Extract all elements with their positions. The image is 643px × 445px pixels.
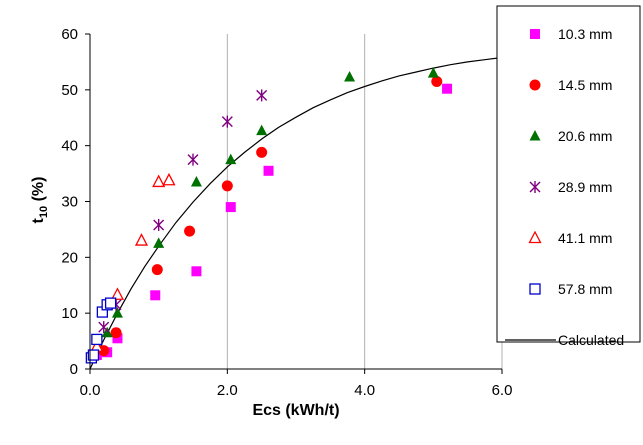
y-tick-label: 40 <box>61 138 78 155</box>
data-point-series-3 <box>427 67 439 78</box>
legend-label: 10.3 mm <box>558 26 612 42</box>
legend-marker <box>529 79 541 91</box>
data-point-series-4 <box>187 153 199 166</box>
legend-marker <box>528 230 542 244</box>
data-point-series-6 <box>91 333 103 346</box>
legend-label: 28.9 mm <box>558 179 612 195</box>
x-axis-title: Ecs (kWh/t) <box>252 402 339 419</box>
data-points-layer <box>85 67 453 364</box>
legend-item: 20.6 mm <box>529 128 612 144</box>
data-point-series-3 <box>344 70 356 82</box>
y-tick-label: 30 <box>61 194 78 211</box>
legend-item: 41.1 mm <box>528 230 612 246</box>
data-point-series-2 <box>110 327 122 339</box>
data-point-series-1 <box>442 83 453 94</box>
data-point-series-2 <box>431 75 443 87</box>
x-tick-label: 4.0 <box>354 382 375 399</box>
legend-item: 14.5 mm <box>529 77 612 93</box>
data-point-series-6 <box>104 297 117 309</box>
data-point-series-3 <box>225 153 237 165</box>
legend-marker <box>529 130 541 141</box>
data-point-series-4 <box>98 321 110 334</box>
data-point-series-4 <box>153 218 165 231</box>
data-point-series-3 <box>101 326 113 338</box>
data-point-series-1 <box>112 333 123 344</box>
data-point-series-1 <box>191 266 202 277</box>
data-point-series-2 <box>151 264 163 276</box>
legend-marker <box>529 283 541 295</box>
data-point-series-1 <box>150 290 161 301</box>
legend-marker <box>530 29 540 39</box>
x-tick-label: 6.0 <box>492 382 513 399</box>
legend-marker <box>529 181 541 193</box>
data-point-series-4 <box>221 115 233 128</box>
data-point-series-4 <box>256 89 268 102</box>
data-point-series-1 <box>225 202 236 213</box>
legend-item: 57.8 mm <box>529 281 612 297</box>
y-tick-label: 20 <box>61 249 78 266</box>
y-tick-label: 10 <box>61 305 78 322</box>
data-point-series-2 <box>184 225 196 237</box>
data-point-series-3 <box>111 307 123 318</box>
x-tick-label: 0.0 <box>80 382 101 399</box>
y-axis-title-subscript: 10 <box>38 206 50 218</box>
legend-label: 41.1 mm <box>558 230 612 246</box>
y-axis-title-unit: (%) <box>30 177 47 206</box>
y-tick-label: 0 <box>70 361 78 378</box>
data-point-series-5 <box>152 174 166 188</box>
y-tick-labels: 0 10 20 30 40 50 60 <box>61 26 78 378</box>
legend-item-calculated: Calculated <box>505 332 624 348</box>
calculated-curve-layer <box>89 56 503 370</box>
x-tick-labels: 0.0 2.0 4.0 6.0 <box>80 382 513 399</box>
data-point-series-5 <box>162 172 176 186</box>
data-point-series-3 <box>190 175 202 187</box>
legend-label: 14.5 mm <box>558 77 612 93</box>
data-point-series-3 <box>256 124 268 136</box>
data-point-series-6 <box>87 349 100 361</box>
axes <box>85 33 503 374</box>
legend-label: 20.6 mm <box>558 128 612 144</box>
legend-item: 28.9 mm <box>529 179 612 195</box>
data-point-series-1 <box>263 165 274 176</box>
data-point-series-5 <box>134 233 149 246</box>
y-axis-title: t10 (%) <box>30 177 50 224</box>
calculated-curve <box>89 56 503 370</box>
y-tick-label: 50 <box>61 82 78 99</box>
legend: 10.3 mm 14.5 mm 20.6 mm 28.9 mm 41.1 mm 57.8 … <box>505 26 624 348</box>
legend-label: 57.8 mm <box>558 281 612 297</box>
y-tick-label: 60 <box>61 26 78 43</box>
y-axis-title-main: t <box>30 217 47 223</box>
plot-area <box>90 34 502 369</box>
data-point-series-5 <box>110 287 125 300</box>
data-point-series-3 <box>153 237 165 248</box>
data-point-series-2 <box>256 146 268 158</box>
legend-label: Calculated <box>558 332 624 348</box>
data-point-series-2 <box>221 180 233 192</box>
legend-box <box>496 5 641 343</box>
x-tick-label: 2.0 <box>217 382 238 399</box>
legend-item: 10.3 mm <box>530 26 612 42</box>
